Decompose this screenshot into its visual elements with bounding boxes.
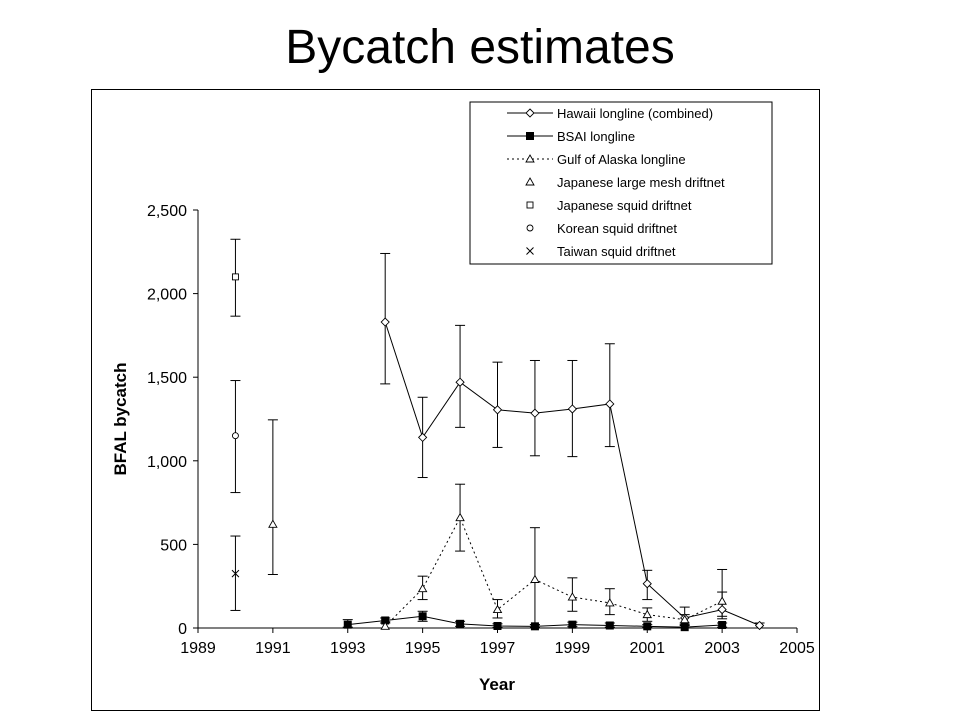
hawaii-longline-combined-point bbox=[455, 377, 465, 387]
hawaii-longline-combined-point bbox=[605, 399, 615, 409]
legend-label-hawaii-longline-combined: Hawaii longline (combined) bbox=[557, 106, 713, 121]
gulf-of-alaska-longline-point bbox=[492, 604, 503, 614]
bsai-longline-point bbox=[605, 621, 614, 630]
x-tick-label: 2001 bbox=[629, 640, 665, 657]
y-tick-label: 2,000 bbox=[147, 287, 187, 304]
gulf-of-alaska-longline-point bbox=[679, 614, 690, 624]
bsai-longline-point bbox=[643, 622, 652, 631]
data-markers bbox=[231, 273, 765, 632]
legend-label-bsai-longline: BSAI longline bbox=[557, 129, 635, 144]
x-tick-label: 1997 bbox=[480, 640, 516, 657]
y-tick-label: 0 bbox=[178, 621, 187, 638]
x-tick-label: 1995 bbox=[405, 640, 441, 657]
legend-marker-hawaii-longline-combined bbox=[525, 108, 535, 118]
hawaii-longline-combined-point bbox=[380, 317, 390, 327]
gulf-of-alaska-longline-point bbox=[417, 583, 428, 593]
y-tick-label: 2,500 bbox=[147, 203, 187, 220]
legend-marker-taiwan-squid-driftnet bbox=[526, 247, 534, 255]
bsai-longline-point bbox=[343, 620, 352, 629]
chart-axes: 0 500 1,000 1,500 2,000 2,500 1989 1991 1993 1995… bbox=[147, 203, 815, 657]
japanese-squid-driftnet-point bbox=[231, 273, 239, 281]
bsai-longline-point bbox=[680, 623, 689, 632]
bsai-longline-point bbox=[418, 612, 427, 621]
hawaii-longline-combined-point bbox=[717, 604, 727, 615]
y-tick-label: 1,000 bbox=[147, 454, 187, 471]
gulf-of-alaska-longline-point bbox=[567, 592, 578, 601]
x-tick-label: 2005 bbox=[779, 640, 815, 657]
legend: Hawaii longline (combined) BSAI longline G… bbox=[469, 101, 773, 265]
taiwan-squid-driftnet-point bbox=[231, 569, 240, 578]
hawaii-longline-combined-point bbox=[642, 579, 652, 589]
bsai-longline-point bbox=[530, 622, 539, 631]
legend-box bbox=[469, 101, 773, 265]
legend-marker-japanese-large-mesh-driftnet bbox=[525, 177, 535, 186]
bsai-longline-point bbox=[568, 620, 577, 629]
series-lines bbox=[347, 321, 760, 628]
gulf-of-alaska-longline-point bbox=[455, 512, 465, 522]
gulf-of-alaska-longline-line bbox=[384, 516, 723, 627]
bsai-longline-point bbox=[493, 621, 502, 630]
hawaii-longline-combined-point bbox=[417, 432, 428, 443]
gulf-of-alaska-longline-point bbox=[530, 574, 540, 583]
legend-label-gulf-of-alaska-longline: Gulf of Alaska longline bbox=[557, 152, 686, 167]
x-tick-label: 1993 bbox=[330, 640, 366, 657]
x-axis-title: Year bbox=[479, 675, 515, 694]
gulf-of-alaska-longline-point bbox=[717, 596, 727, 605]
x-tick-label: 2003 bbox=[704, 640, 740, 657]
korean-squid-driftnet-point bbox=[231, 432, 239, 440]
legend-marker-japanese-squid-driftnet bbox=[526, 201, 534, 209]
bsai-longline-point bbox=[718, 620, 727, 629]
hawaii-longline-combined-point bbox=[530, 408, 540, 418]
gulf-of-alaska-longline-point bbox=[605, 598, 615, 607]
bsai-longline-point bbox=[456, 619, 465, 628]
x-tick-label: 1991 bbox=[255, 640, 291, 657]
japanese-large-mesh-driftnet-point bbox=[268, 519, 278, 528]
legend-label-korean-squid-driftnet: Korean squid driftnet bbox=[557, 221, 677, 236]
y-axis-title: BFAL bycatch bbox=[111, 362, 130, 475]
gulf-of-alaska-longline-point bbox=[380, 621, 390, 630]
slide-title: Bycatch estimates bbox=[285, 21, 675, 74]
y-tick-label: 1,500 bbox=[147, 370, 187, 387]
hawaii-longline-combined-point bbox=[754, 620, 765, 631]
legend-marker-bsai-longline bbox=[526, 132, 534, 140]
error-bars bbox=[230, 238, 765, 629]
x-tick-label: 1999 bbox=[555, 640, 591, 657]
hawaii-longline-combined-point bbox=[492, 405, 503, 415]
legend-marker-korean-squid-driftnet bbox=[526, 224, 534, 232]
gulf-of-alaska-longline-point bbox=[642, 609, 653, 619]
legend-label-japanese-large-mesh-driftnet: Japanese large mesh driftnet bbox=[557, 175, 725, 190]
x-tick-label: 1989 bbox=[180, 640, 216, 657]
legend-label-taiwan-squid-driftnet: Taiwan squid driftnet bbox=[557, 244, 676, 259]
legend-label-japanese-squid-driftnet: Japanese squid driftnet bbox=[557, 198, 692, 213]
legend-marker-gulf-of-alaska-longline bbox=[525, 154, 535, 163]
y-tick-label: 500 bbox=[160, 537, 187, 554]
hawaii-longline-combined-point bbox=[567, 404, 578, 414]
